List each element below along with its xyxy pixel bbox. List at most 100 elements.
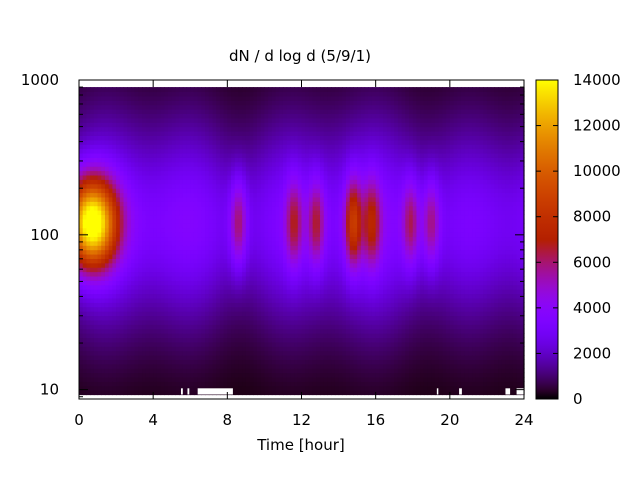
heatmap-cell [219, 381, 225, 387]
heatmap-cell [208, 249, 214, 255]
heatmap-cell [179, 311, 184, 317]
heatmap-cell [231, 385, 236, 391]
heatmap-cell [93, 363, 99, 369]
heatmap-cell [127, 376, 132, 382]
heatmap-cell [253, 372, 258, 378]
heatmap-cell [130, 245, 136, 251]
heatmap-cell [145, 183, 151, 189]
heatmap-cell [156, 337, 162, 343]
heatmap-cell [197, 306, 202, 312]
heatmap-cell [160, 214, 165, 220]
heatmap-cell [127, 368, 132, 374]
heatmap-cell [294, 368, 299, 374]
heatmap-cell [305, 280, 310, 286]
heatmap-cell [108, 170, 113, 176]
heatmap-cell [316, 253, 321, 259]
heatmap-cell [182, 166, 188, 172]
heatmap-cell [301, 350, 306, 356]
heatmap-cell [164, 205, 169, 211]
heatmap-cell [164, 293, 169, 299]
heatmap-cell [164, 122, 169, 128]
heatmap-cell [257, 390, 262, 396]
heatmap-cell [190, 267, 195, 273]
heatmap-cell [153, 109, 158, 115]
heatmap-cell [149, 223, 154, 229]
heatmap-cell [168, 139, 173, 145]
heatmap-cell [190, 271, 195, 277]
heatmap-cell [268, 302, 273, 308]
heatmap-cell [142, 214, 147, 220]
heatmap-cell [279, 161, 284, 167]
heatmap-cell [301, 218, 306, 224]
heatmap-cell [79, 280, 84, 286]
heatmap-cell [156, 385, 162, 391]
heatmap-cell [279, 245, 284, 251]
heatmap-cell [86, 174, 91, 180]
heatmap-cell [331, 275, 336, 281]
heatmap-cell [301, 363, 306, 369]
heatmap-cell [175, 245, 180, 251]
heatmap-cell [156, 135, 162, 141]
heatmap-cell [242, 100, 247, 106]
heatmap-cell [82, 227, 88, 233]
heatmap-cell [171, 280, 177, 286]
heatmap-cell [138, 139, 143, 145]
heatmap-cell [186, 359, 191, 365]
heatmap-cell [227, 104, 232, 110]
heatmap-cell [264, 350, 269, 356]
heatmap-cell [223, 346, 228, 352]
heatmap-cell [249, 372, 254, 378]
heatmap-cell [223, 315, 228, 321]
heatmap-cell [168, 152, 173, 158]
heatmap-cell [127, 161, 132, 167]
heatmap-cell [253, 170, 258, 176]
heatmap-cell [104, 258, 110, 264]
heatmap-cell [123, 240, 128, 246]
heatmap-cell [86, 214, 91, 220]
heatmap-cell [245, 240, 251, 246]
heatmap-cell [93, 354, 99, 360]
heatmap-cell [104, 188, 110, 194]
heatmap-cell [242, 354, 247, 360]
heatmap-cell [271, 328, 277, 334]
heatmap-cell [216, 346, 221, 352]
heatmap-cell [116, 337, 121, 343]
heatmap-cell [286, 275, 291, 281]
heatmap-cell [168, 319, 173, 325]
heatmap-cell [153, 223, 158, 229]
heatmap-cell [201, 337, 206, 343]
heatmap-cell [264, 144, 269, 150]
heatmap-cell [171, 372, 177, 378]
heatmap-cell [90, 280, 95, 286]
heatmap-cell [79, 100, 84, 106]
heatmap-cell [245, 315, 251, 321]
heatmap-cell [290, 131, 295, 136]
heatmap-cell [282, 109, 288, 115]
heatmap-cell [323, 188, 329, 194]
heatmap-cell [168, 104, 173, 110]
heatmap-cell [334, 372, 340, 378]
heatmap-cell [242, 104, 247, 110]
heatmap-cell [245, 170, 251, 176]
heatmap-cell [82, 311, 88, 317]
heatmap-cell [331, 271, 336, 277]
heatmap-cell [93, 126, 99, 132]
heatmap-cell [193, 188, 199, 194]
heatmap-cell [320, 166, 325, 172]
heatmap-cell [86, 319, 91, 325]
heatmap-cell [312, 271, 317, 277]
heatmap-cell [271, 267, 277, 273]
heatmap-cell [342, 381, 347, 387]
heatmap-cell [160, 249, 165, 255]
heatmap-cell [264, 390, 269, 396]
heatmap-cell [97, 179, 102, 185]
heatmap-cell [227, 240, 232, 246]
heatmap-cell [86, 87, 91, 93]
heatmap-cell [305, 324, 310, 330]
heatmap-cell [231, 139, 236, 145]
heatmap-cell [297, 236, 303, 242]
heatmap-cell [212, 179, 217, 185]
heatmap-cell [286, 196, 291, 202]
heatmap-cell [79, 117, 84, 123]
heatmap-cell [223, 144, 228, 150]
